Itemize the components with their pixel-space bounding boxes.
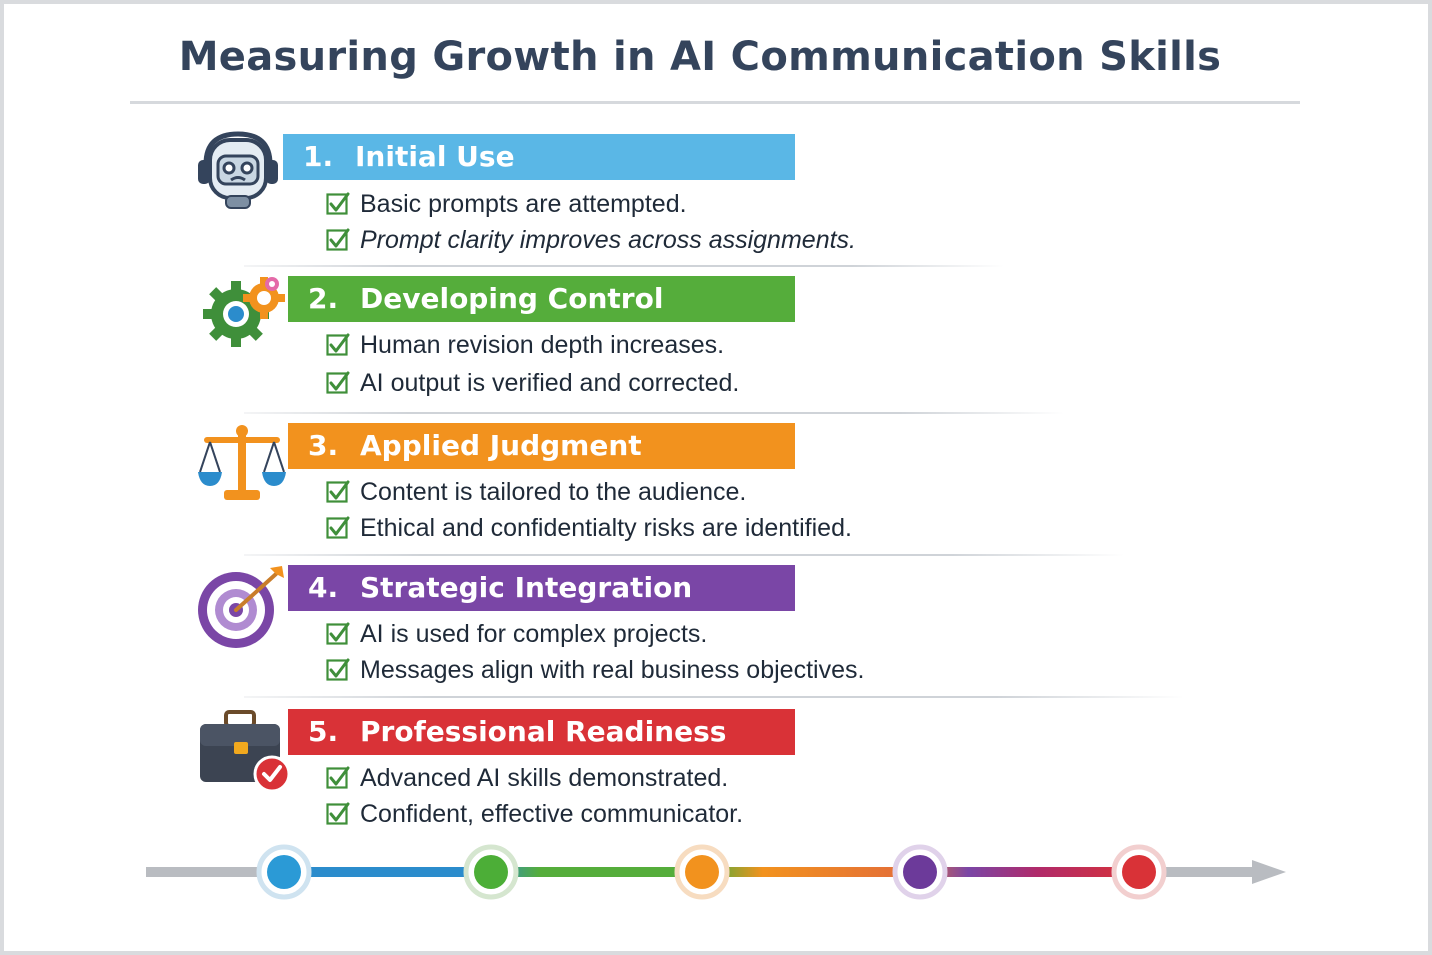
timeline-arrow-icon xyxy=(1252,860,1286,884)
title-divider xyxy=(130,101,1300,104)
checkbox-checked-icon xyxy=(326,480,350,503)
infographic-frame: Measuring Growth in AI Communication Ski… xyxy=(4,4,1428,951)
stage-3-label: Applied Judgment xyxy=(360,429,642,462)
timeline-node-5 xyxy=(1111,844,1167,900)
stage-5-label: Professional Readiness xyxy=(360,715,727,748)
timeline-track-end xyxy=(1138,867,1258,877)
checkbox-checked-icon xyxy=(326,228,350,251)
timeline-node-4 xyxy=(892,844,948,900)
checkbox-checked-icon xyxy=(326,371,350,394)
checkbox-checked-icon xyxy=(326,622,350,645)
checkbox-checked-icon xyxy=(326,333,350,356)
timeline-track xyxy=(282,867,1140,877)
gears-icon xyxy=(203,277,285,347)
stage-4-banner: 4. Strategic Integration xyxy=(288,565,795,611)
stage-3-banner: 3. Applied Judgment xyxy=(288,423,795,469)
stage-4-label: Strategic Integration xyxy=(360,571,693,604)
stage-4-number: 4. xyxy=(308,571,339,604)
checkbox-checked-icon xyxy=(326,802,350,825)
timeline-track-start xyxy=(146,867,286,877)
stage-1-label: Initial Use xyxy=(355,140,515,173)
stage-1-number: 1. xyxy=(303,140,334,173)
checkbox-checked-icon xyxy=(326,516,350,539)
target-arrow-icon xyxy=(198,566,284,648)
scales-icon xyxy=(198,425,286,500)
stage-2-banner: 2. Developing Control xyxy=(288,276,795,322)
page-title: Measuring Growth in AI Communication Ski… xyxy=(178,34,1222,80)
stage-5-number: 5. xyxy=(308,715,339,748)
checkbox-checked-icon xyxy=(326,192,350,215)
stage-2-number: 2. xyxy=(308,282,339,315)
timeline-node-2 xyxy=(463,844,519,900)
stage-3-number: 3. xyxy=(308,429,339,462)
stage-1-banner: 1. Initial Use xyxy=(283,134,795,180)
timeline-node-3 xyxy=(674,844,730,900)
stage-divider xyxy=(244,554,1124,556)
stage-5-banner: 5. Professional Readiness xyxy=(288,709,795,755)
stage-2-label: Developing Control xyxy=(360,282,664,315)
checkbox-checked-icon xyxy=(326,658,350,681)
stage-divider xyxy=(244,696,1184,698)
timeline-node-1 xyxy=(256,844,312,900)
robot-headset-icon xyxy=(198,131,278,209)
stage-divider xyxy=(244,265,1004,267)
checkbox-checked-icon xyxy=(326,766,350,789)
briefcase-check-icon xyxy=(200,710,290,793)
stage-divider xyxy=(244,412,1064,414)
